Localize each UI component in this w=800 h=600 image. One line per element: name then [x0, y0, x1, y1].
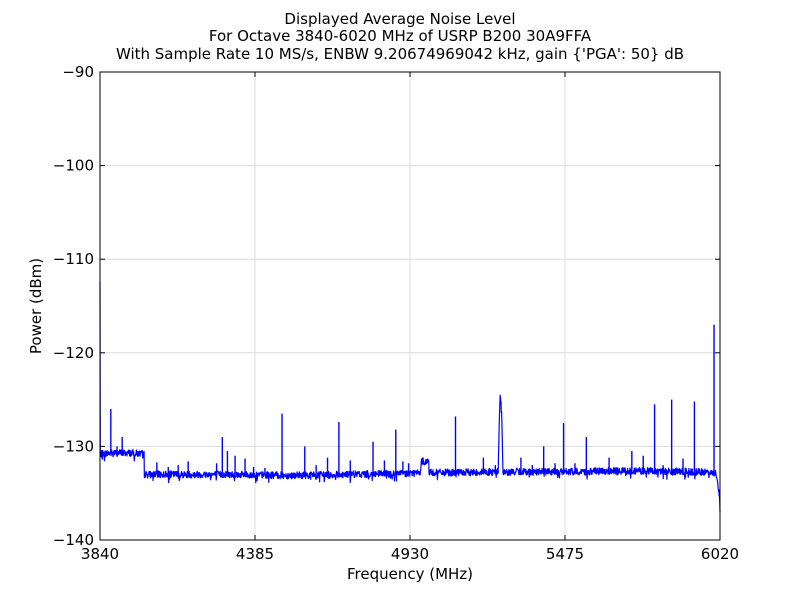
y-tick-label: −110: [53, 250, 94, 268]
data-series: [99, 281, 721, 512]
y-tick-label: −100: [53, 157, 94, 175]
x-tick-label: 4385: [236, 545, 274, 563]
tick-labels: 3840 4385 4930 5475 6020 −140 −130 −120 −110 −100…: [53, 63, 739, 563]
y-tick-label: −130: [53, 437, 94, 455]
x-tick-label: 5475: [546, 545, 584, 563]
title-line-1: Displayed Average Noise Level: [284, 10, 515, 28]
title-line-3: With Sample Rate 10 MS/s, ENBW 9.2067496…: [116, 45, 684, 63]
x-tick-label: 3840: [81, 545, 119, 563]
axis-ticks: [99, 71, 721, 541]
x-axis-label: Frequency (MHz): [347, 565, 473, 583]
y-axis-label: Power (dBm): [27, 258, 45, 354]
title-line-2: For Octave 3840-6020 MHz of USRP B200 30…: [209, 27, 592, 45]
noise-floor-line: [99, 281, 721, 512]
y-tick-label: −90: [62, 63, 94, 81]
y-tick-label: −120: [53, 344, 94, 362]
x-tick-label: 6020: [701, 545, 739, 563]
x-tick-label: 4930: [391, 545, 429, 563]
chart-title: Displayed Average Noise Level For Octave…: [116, 10, 684, 63]
y-tick-label: −140: [53, 531, 94, 549]
